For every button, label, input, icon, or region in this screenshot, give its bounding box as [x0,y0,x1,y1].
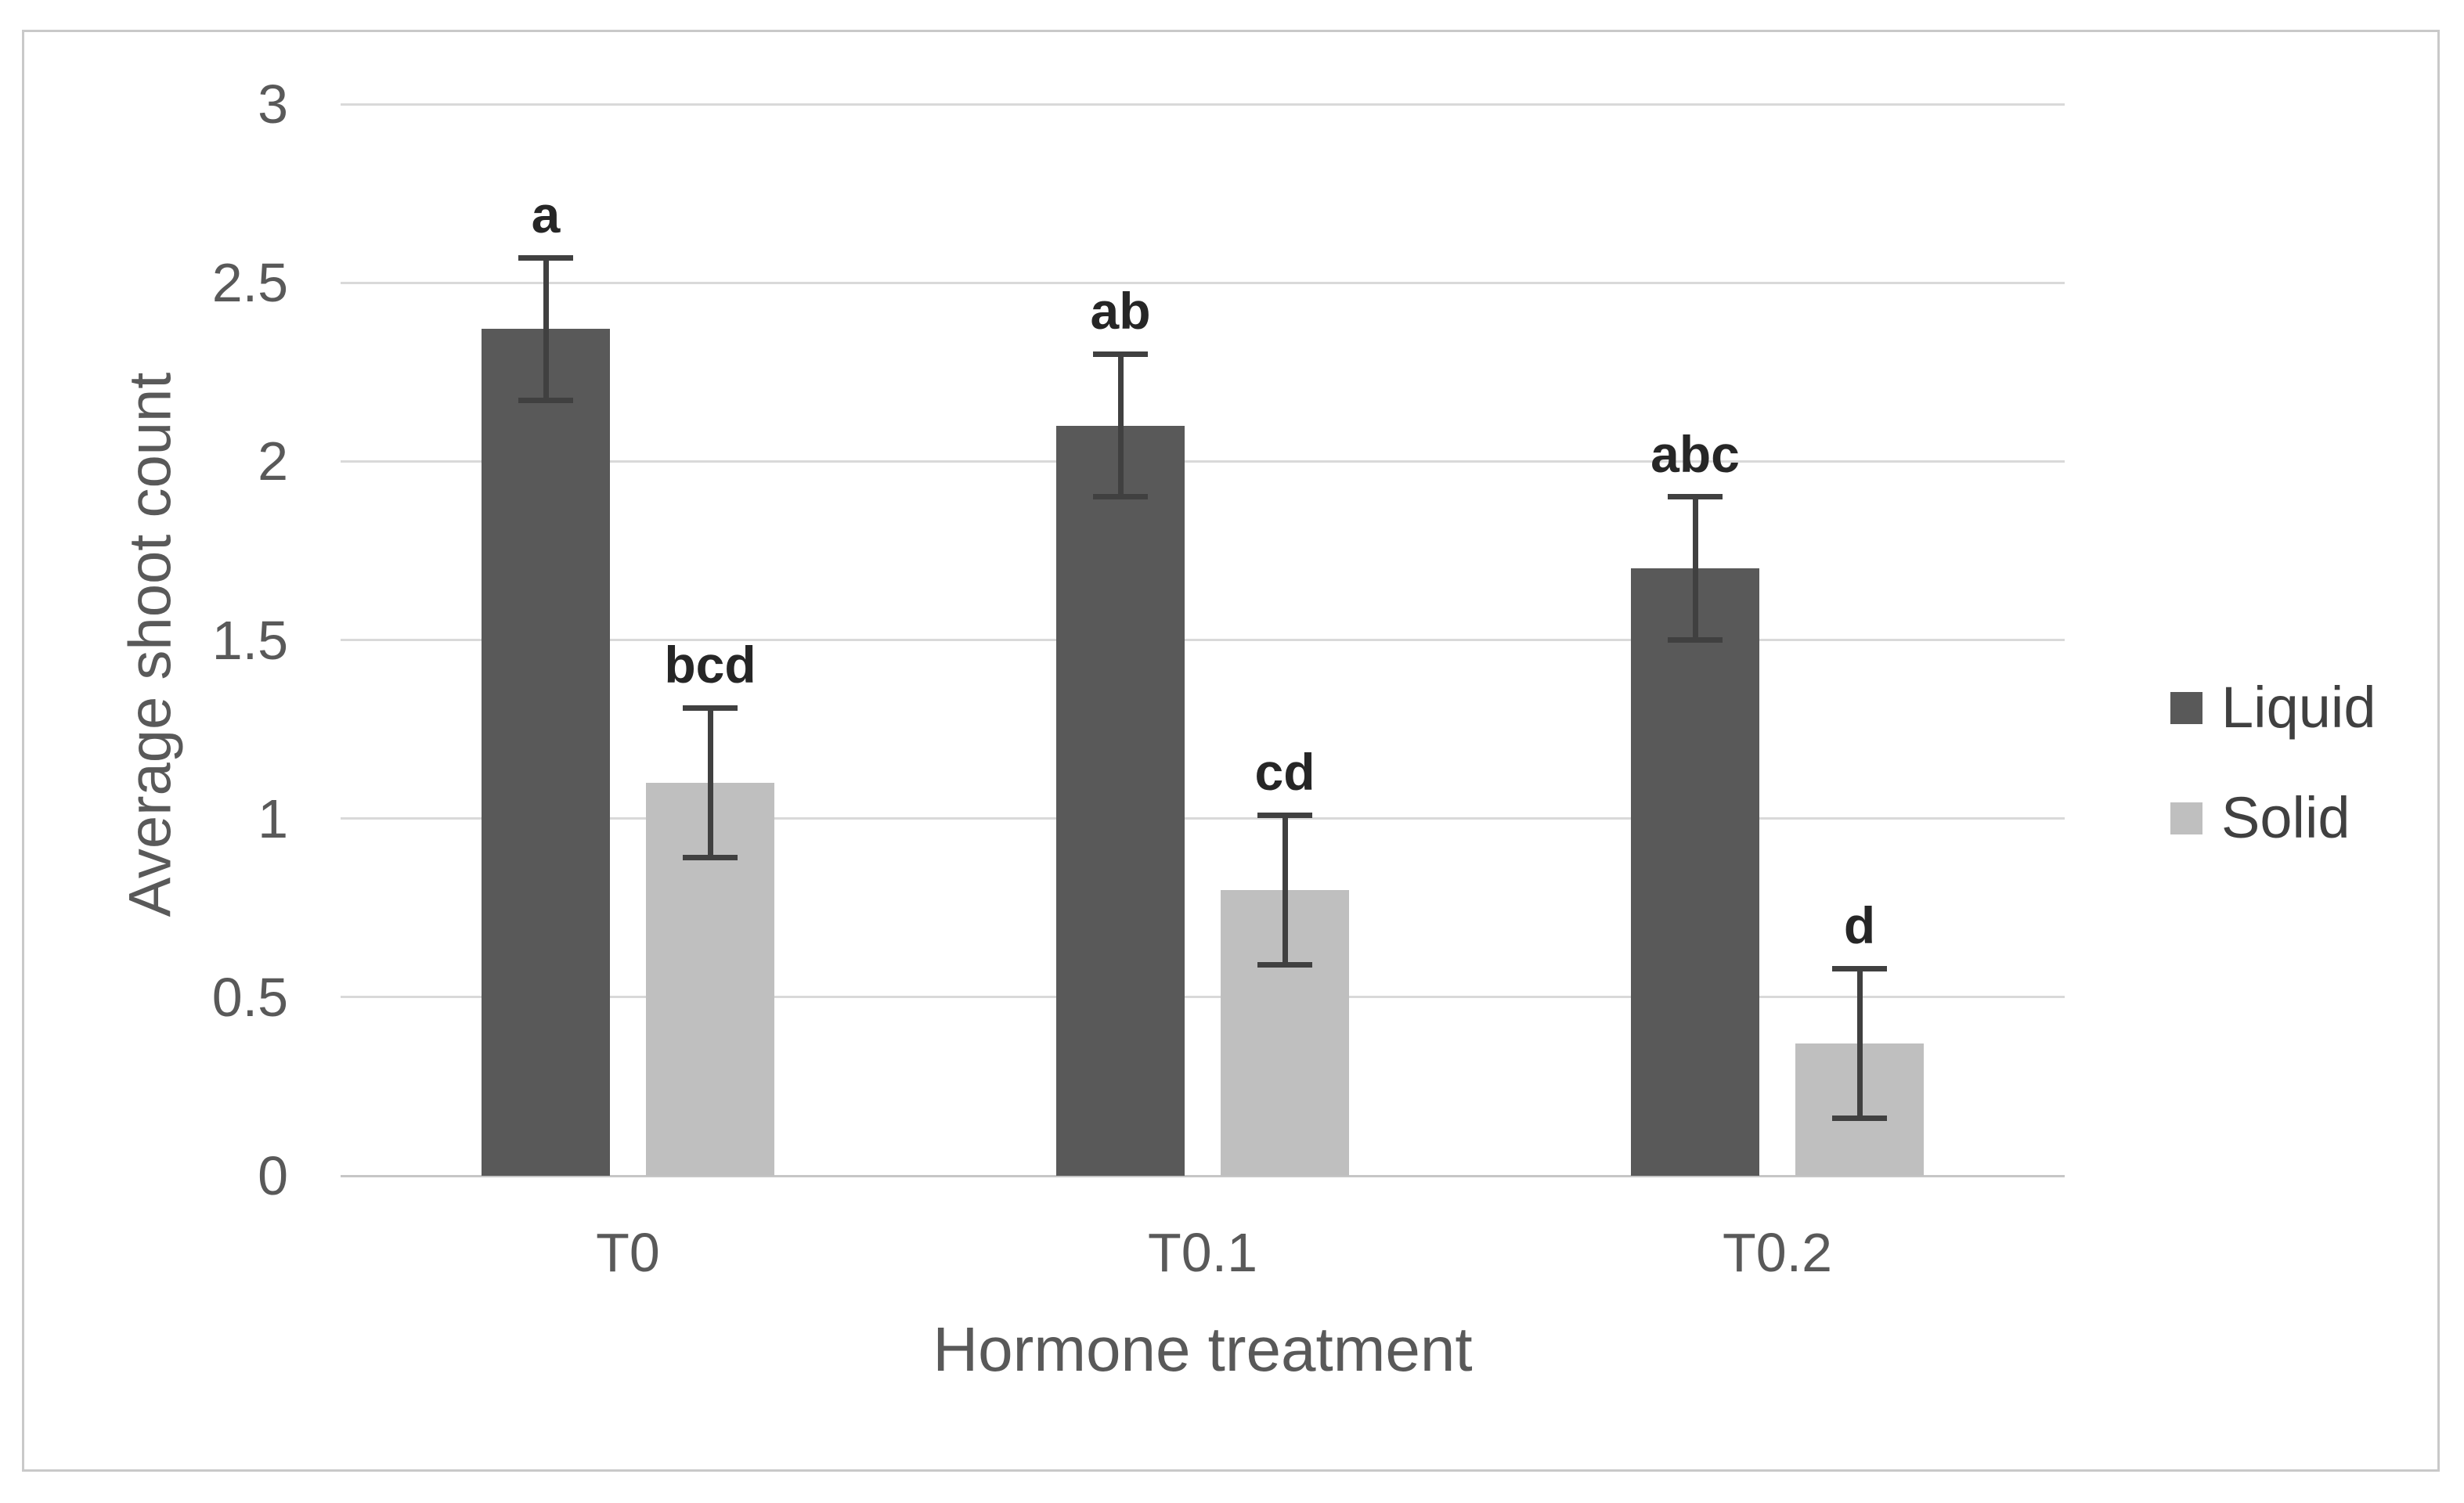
error-bar-cap-bottom [518,398,573,404]
y-tick-label: 1 [258,788,288,849]
y-tick-label: 0.5 [211,966,288,1028]
legend-label-solid: Solid [2221,785,2350,850]
gridline [341,996,2065,999]
bar-liquid-t0.2 [1631,568,1759,1176]
y-tick-label: 1.5 [211,609,288,671]
gridline [341,817,2065,820]
significance-letter: a [531,186,561,244]
significance-letter: bcd [664,636,756,694]
y-tick-label: 3 [258,74,288,135]
bar-liquid-t0 [482,329,610,1176]
gridline [341,639,2065,641]
legend-label-liquid: Liquid [2221,675,2376,740]
x-tick-label-t0: T0 [596,1222,660,1283]
error-bar-cap-top [518,254,573,261]
gridline [341,103,2065,106]
significance-letter: ab [1090,282,1151,341]
bar-liquid-t0.1 [1056,425,1185,1176]
chart-border [22,30,2440,1472]
legend-swatch-liquid [2170,691,2202,724]
error-bar-line [1692,496,1698,640]
error-bar-cap-bottom [1668,637,1723,643]
y-tick-label: 0 [258,1145,288,1206]
error-bar-cap-bottom [1257,962,1312,968]
x-tick-label-t0.1: T0.1 [1147,1222,1258,1283]
significance-letter: d [1843,896,1876,955]
y-tick-label: 2.5 [211,252,288,314]
gridline [341,460,2065,463]
error-bar-line [1856,968,1863,1119]
legend-item-liquid: Liquid [2170,679,2376,737]
legend-swatch-solid [2170,802,2202,834]
error-bar-cap-top [683,705,738,711]
error-bar-cap-top [1093,351,1148,357]
error-bar-line [1282,815,1288,965]
error-bar-cap-bottom [683,855,738,861]
x-tick-label-t0.2: T0.2 [1722,1222,1833,1283]
error-bar-line [1117,354,1124,497]
error-bar-line [707,708,713,858]
error-bar-cap-top [1668,494,1723,500]
significance-letter: cd [1254,743,1315,802]
error-bar-cap-bottom [1832,1116,1887,1122]
error-bar-cap-bottom [1093,494,1148,500]
x-axis-title: Hormone treatment [933,1314,1473,1384]
error-bar-cap-top [1257,812,1312,818]
legend-item-solid: Solid [2170,789,2350,847]
y-axis-title: Average shoot count [117,372,184,917]
x-axis-line [341,1174,2065,1177]
error-bar-line [543,258,549,401]
error-bar-cap-top [1832,965,1887,971]
gridline [341,281,2065,284]
significance-letter: abc [1650,424,1740,483]
y-tick-label: 2 [258,431,288,492]
